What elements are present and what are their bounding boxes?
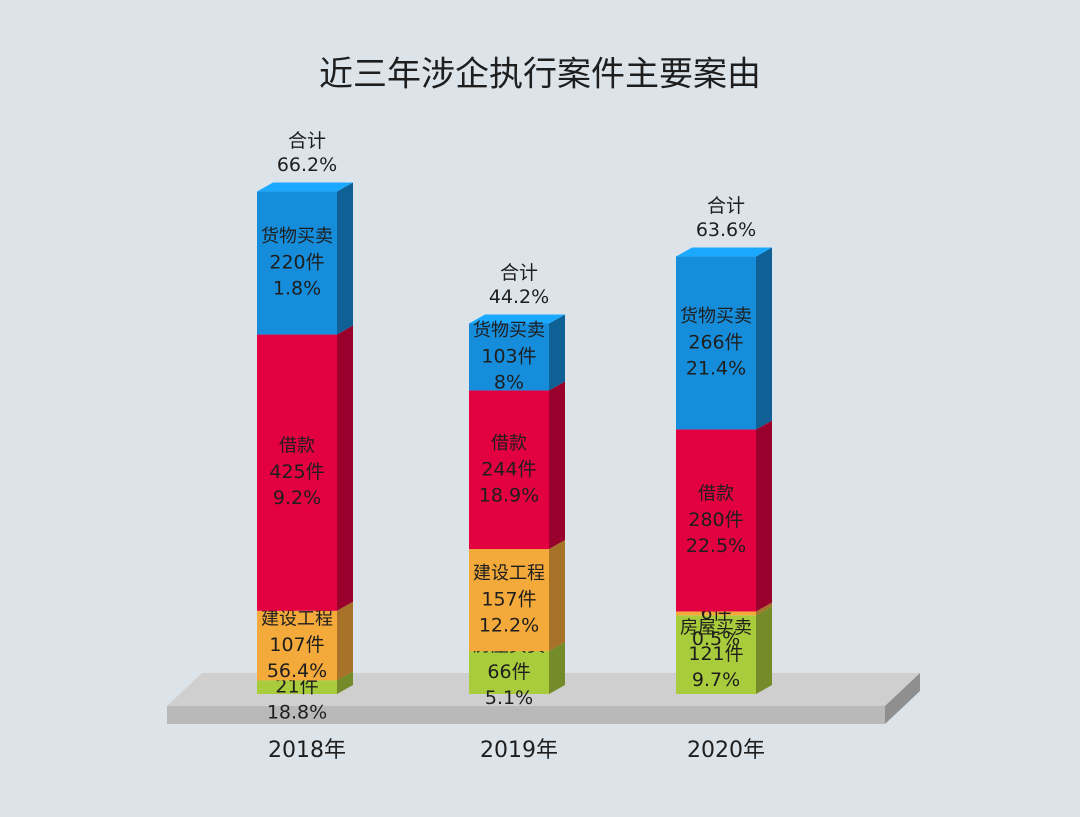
bar-segment bbox=[257, 191, 337, 335]
segment-name: 借款 bbox=[698, 483, 734, 504]
bar-side bbox=[549, 381, 565, 550]
segment-name: 货物买卖 bbox=[473, 320, 545, 341]
segment-count: 157件 bbox=[481, 589, 536, 611]
segment-count: 266件 bbox=[688, 332, 743, 354]
segment-percent: 56.4% bbox=[267, 660, 327, 682]
bar-side bbox=[337, 325, 353, 611]
segment-name: 借款 bbox=[279, 436, 315, 457]
bar-top bbox=[676, 247, 772, 257]
segment-percent: 21.4% bbox=[686, 358, 746, 380]
bar-segment bbox=[469, 323, 549, 391]
bar-side bbox=[756, 247, 772, 430]
segment-count: 121件 bbox=[688, 643, 743, 665]
chart-title: 近三年涉企执行案件主要案由 bbox=[319, 55, 761, 95]
bar-segment bbox=[676, 256, 756, 430]
segment-name: 建设工程 bbox=[473, 563, 545, 584]
x-tick-label: 2019年 bbox=[480, 738, 558, 763]
segment-percent: 18.8% bbox=[267, 702, 327, 724]
x-tick-label: 2020年 bbox=[687, 738, 765, 763]
bar-side bbox=[549, 314, 565, 391]
segment-percent: 8% bbox=[494, 371, 524, 393]
platform-side bbox=[885, 673, 920, 724]
bar-segment bbox=[469, 549, 549, 652]
bar-segment bbox=[676, 615, 756, 694]
bar-segment bbox=[257, 610, 337, 681]
bar-side bbox=[337, 182, 353, 335]
segment-count: 244件 bbox=[481, 458, 536, 480]
segment-percent: 9.7% bbox=[692, 669, 740, 691]
bar-side bbox=[756, 420, 772, 612]
segment-count: 66件 bbox=[487, 661, 530, 683]
bar-segment bbox=[676, 429, 756, 612]
bar-side bbox=[337, 601, 353, 681]
segment-count: 103件 bbox=[481, 345, 536, 367]
segment-percent: 22.5% bbox=[686, 535, 746, 557]
segment-percent: 12.2% bbox=[479, 615, 539, 637]
total-percent: 66.2% bbox=[277, 154, 337, 176]
segment-count: 220件 bbox=[269, 252, 324, 274]
bar-segment bbox=[676, 611, 756, 616]
total-title: 合计 bbox=[707, 195, 745, 217]
bar-segment bbox=[257, 334, 337, 611]
segment-count: 21件 bbox=[275, 676, 318, 698]
x-tick-label: 2018年 bbox=[268, 738, 346, 763]
bar-side bbox=[756, 602, 772, 616]
segment-percent: 18.9% bbox=[479, 484, 539, 506]
segment-name: 货物买卖 bbox=[261, 226, 333, 247]
bar-segment bbox=[469, 390, 549, 550]
segment-count: 107件 bbox=[269, 634, 324, 656]
total-title: 合计 bbox=[500, 262, 538, 284]
bar-top bbox=[257, 182, 353, 192]
bar-side bbox=[549, 540, 565, 652]
total-percent: 63.6% bbox=[696, 219, 756, 241]
segment-percent: 1.8% bbox=[273, 278, 321, 300]
segment-count: 425件 bbox=[269, 461, 324, 483]
segment-percent: 9.2% bbox=[273, 487, 321, 509]
bar-side bbox=[549, 642, 565, 694]
segment-name: 借款 bbox=[491, 433, 527, 454]
bar-side bbox=[337, 671, 353, 694]
segment-count: 280件 bbox=[688, 509, 743, 531]
segment-name: 货物买卖 bbox=[680, 306, 752, 327]
segment-name: 建设工程 bbox=[261, 609, 333, 630]
segment-percent: 0.5% bbox=[692, 628, 740, 650]
bar-segment bbox=[257, 680, 337, 694]
total-title: 合计 bbox=[288, 130, 326, 152]
bar-segment bbox=[469, 651, 549, 694]
total-percent: 44.2% bbox=[489, 286, 549, 308]
segment-percent: 5.1% bbox=[485, 687, 533, 709]
bar-top bbox=[469, 314, 565, 324]
platform-front bbox=[167, 706, 885, 724]
segment-name: 房屋买卖 bbox=[680, 618, 752, 639]
bar-side bbox=[756, 606, 772, 694]
